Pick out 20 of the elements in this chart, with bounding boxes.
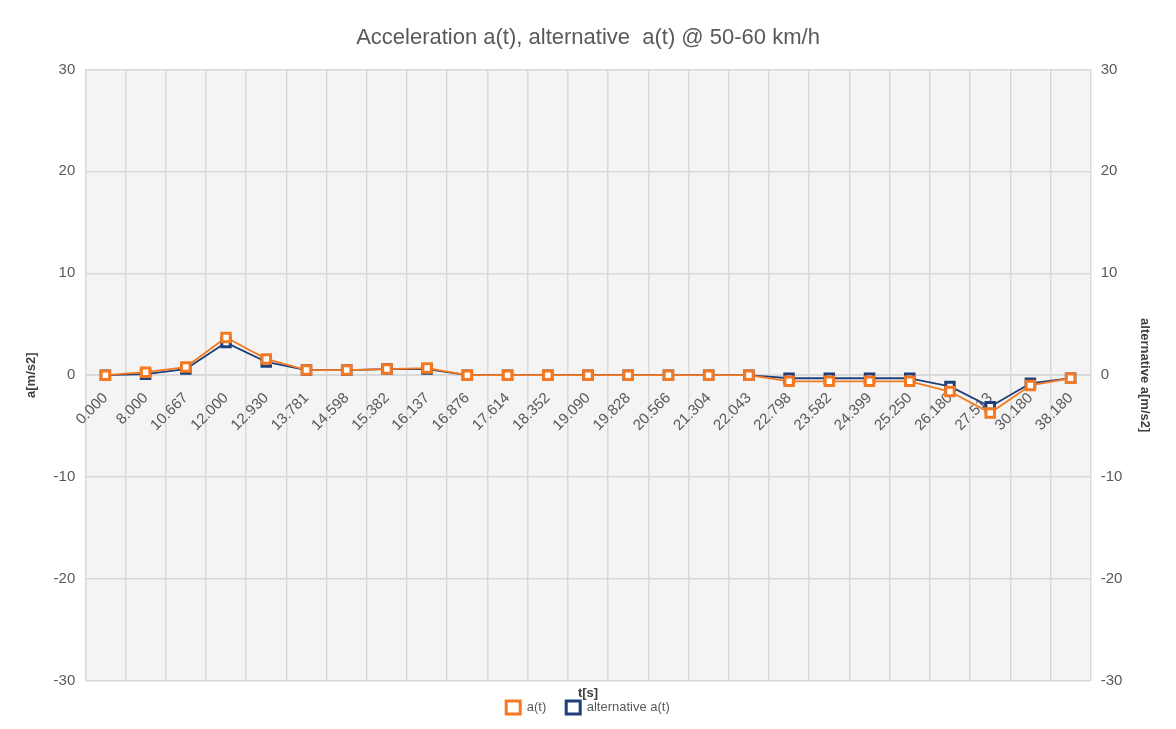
y2-tick-label: -20	[1100, 569, 1123, 587]
y-tick-label: 20	[58, 161, 76, 179]
y-tick-label: -20	[53, 569, 76, 587]
x-axis-title: t[s]	[577, 685, 599, 701]
y2-tick-label: 30	[1100, 59, 1118, 77]
y2-tick-label: -10	[1100, 467, 1123, 485]
y2-tick-label: -30	[1100, 671, 1123, 689]
y-tick-label: 10	[58, 263, 76, 281]
y-tick-label: 0	[66, 365, 76, 383]
legend-label: alternative a(t)	[586, 699, 670, 715]
y2-axis-title: alternative a[m/s2]	[1137, 318, 1153, 433]
y-tick-label: -10	[53, 467, 76, 485]
y2-tick-label: 10	[1100, 263, 1118, 281]
y2-tick-label: 0	[1100, 365, 1110, 383]
y-axis-title: a[m/s2]	[23, 352, 39, 398]
chart-title: Acceleration a(t), alternative a(t) @ 50-60 km/h	[356, 24, 820, 50]
legend-label: a(t)	[526, 699, 547, 715]
y-tick-label: -30	[53, 671, 76, 689]
y-tick-label: 30	[58, 59, 76, 77]
y2-tick-label: 20	[1100, 161, 1118, 179]
